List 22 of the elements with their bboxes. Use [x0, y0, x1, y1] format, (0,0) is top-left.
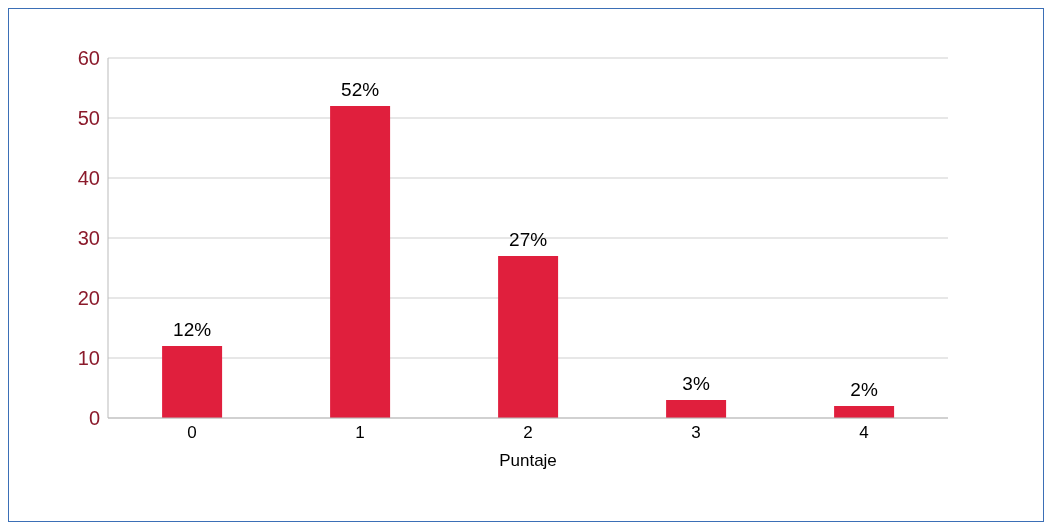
x-axis-title: Puntaje [499, 451, 557, 470]
data-label: 3% [682, 373, 710, 394]
data-label: 27% [509, 229, 548, 250]
bar [666, 400, 727, 418]
bar [162, 346, 223, 418]
x-tick-label: 2 [523, 423, 533, 443]
bar [330, 106, 391, 418]
x-tick-label: 3 [691, 423, 701, 443]
y-tick-label: 30 [77, 227, 100, 250]
data-label: 52% [341, 79, 380, 100]
x-tick-label: 4 [859, 423, 869, 443]
x-tick-label: 0 [187, 423, 197, 443]
y-tick-label: 10 [77, 347, 100, 370]
data-label: 12% [173, 319, 212, 340]
y-tick-label: 20 [77, 287, 100, 310]
x-tick-label: 1 [355, 423, 365, 443]
bar [834, 406, 895, 418]
y-tick-label: 60 [77, 47, 100, 70]
y-tick-label: 50 [77, 107, 100, 130]
y-tick-label: 40 [77, 167, 100, 190]
bar [498, 256, 559, 418]
data-label: 2% [850, 379, 878, 400]
